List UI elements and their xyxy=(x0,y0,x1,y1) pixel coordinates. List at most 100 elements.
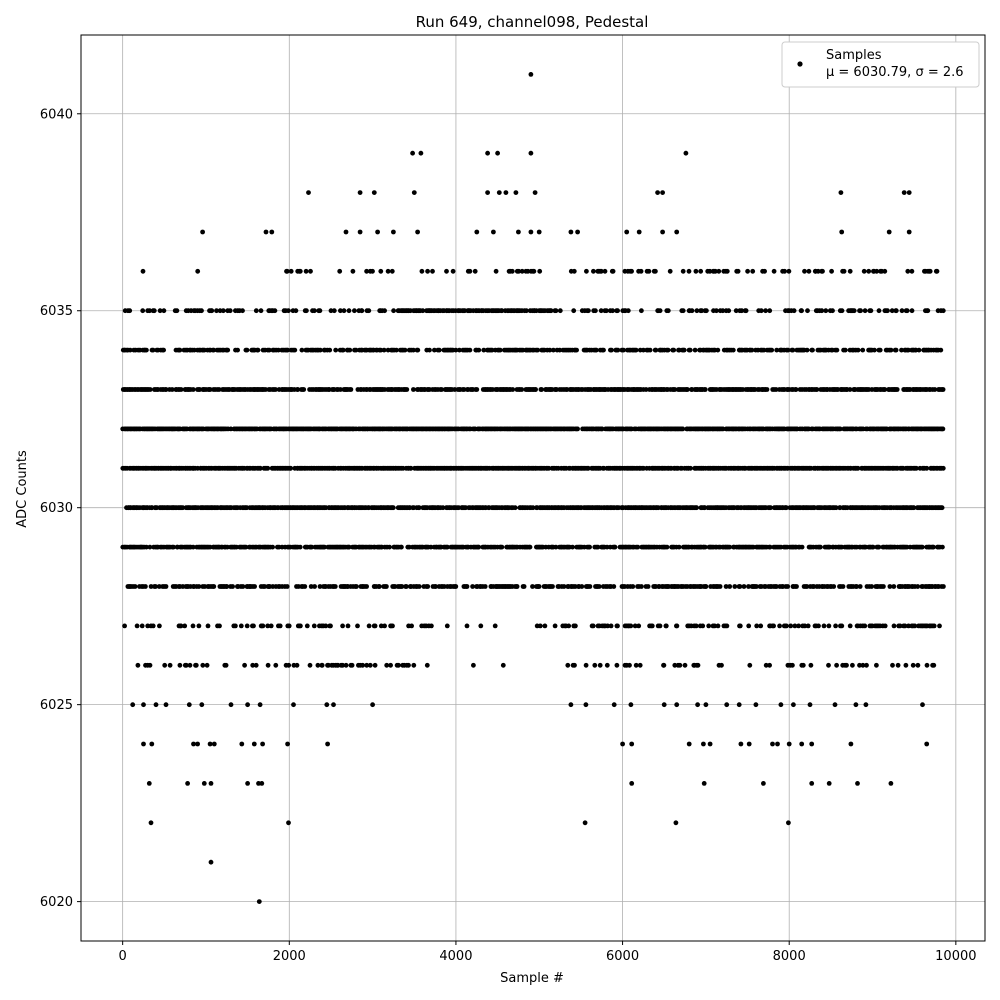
sample-point xyxy=(419,268,425,274)
sample-point xyxy=(657,623,663,629)
sample-point xyxy=(571,308,577,314)
sample-point xyxy=(805,308,810,314)
sample-point xyxy=(712,623,717,629)
sample-point xyxy=(816,623,821,629)
sample-point xyxy=(832,702,838,708)
sample-point xyxy=(647,347,653,353)
sample-point xyxy=(746,584,751,589)
sample-point xyxy=(208,859,214,865)
sample-point xyxy=(791,702,796,708)
sample-point xyxy=(542,623,548,629)
sample-point xyxy=(467,347,473,353)
sample-point xyxy=(799,308,804,314)
sample-point xyxy=(777,623,782,629)
sample-point xyxy=(680,426,686,432)
sample-point xyxy=(826,623,832,629)
sample-point xyxy=(474,387,480,392)
sample-point xyxy=(375,229,380,235)
x-tick-label: 2000 xyxy=(273,949,306,964)
sample-point xyxy=(370,702,375,708)
sample-point xyxy=(260,741,265,747)
sample-point xyxy=(332,584,338,589)
sample-point xyxy=(252,584,257,589)
sample-point xyxy=(478,623,484,629)
sample-point xyxy=(303,268,309,274)
sample-point xyxy=(302,584,308,589)
sample-point xyxy=(847,387,853,392)
sample-point xyxy=(163,387,169,392)
sample-point xyxy=(612,544,618,550)
sample-point xyxy=(940,426,946,432)
sample-point xyxy=(665,308,671,314)
sample-point xyxy=(637,662,643,668)
sample-point xyxy=(782,268,787,274)
sample-point xyxy=(255,347,261,353)
sample-point xyxy=(821,623,827,629)
sample-point xyxy=(738,741,744,747)
sample-point xyxy=(227,308,233,314)
sample-point xyxy=(493,268,499,274)
sample-point xyxy=(402,347,408,353)
sample-point xyxy=(178,623,184,629)
sample-point xyxy=(266,347,272,353)
sample-point xyxy=(799,544,805,550)
sample-point xyxy=(683,150,689,156)
sample-point xyxy=(240,308,245,314)
sample-point xyxy=(733,308,739,314)
sample-point xyxy=(430,268,435,274)
x-tick-label: 6000 xyxy=(606,949,639,964)
sample-point xyxy=(686,268,692,274)
y-tick-label: 6030 xyxy=(40,501,73,516)
sample-point xyxy=(627,662,632,668)
sample-point xyxy=(716,268,722,274)
sample-point xyxy=(934,268,940,274)
y-tick-label: 6035 xyxy=(40,304,73,319)
sample-point xyxy=(268,623,274,629)
sample-point xyxy=(819,308,825,314)
sample-point xyxy=(331,308,337,314)
sample-point xyxy=(611,702,617,708)
sample-point xyxy=(855,781,860,786)
sample-point xyxy=(633,662,639,668)
sample-point xyxy=(396,662,401,668)
sample-point xyxy=(476,544,482,550)
sample-point xyxy=(228,426,234,432)
sample-point xyxy=(706,623,712,629)
y-axis-ticks: 6020 6025 6030 6035 6040 xyxy=(40,107,81,910)
sample-point xyxy=(150,347,156,353)
sample-point xyxy=(746,741,752,747)
x-tick-label: 8000 xyxy=(773,949,806,964)
sample-point xyxy=(625,308,631,314)
sample-point xyxy=(681,347,687,353)
sample-point xyxy=(739,308,745,314)
sample-point xyxy=(225,347,231,353)
sample-point xyxy=(882,268,888,274)
sample-point xyxy=(389,268,395,274)
sample-point xyxy=(291,702,296,708)
sample-point xyxy=(924,662,930,668)
sample-point xyxy=(372,662,378,668)
sample-point xyxy=(893,347,899,353)
sample-point xyxy=(224,584,230,589)
sample-point xyxy=(620,741,625,747)
sample-point xyxy=(528,72,534,77)
sample-point xyxy=(355,623,360,629)
sample-point xyxy=(839,623,845,629)
sample-point xyxy=(633,347,639,353)
sample-point xyxy=(686,741,692,747)
sample-point xyxy=(788,623,794,629)
sample-point xyxy=(135,662,141,668)
sample-point xyxy=(579,584,585,589)
sample-point xyxy=(605,623,610,629)
sample-point xyxy=(528,150,534,156)
sample-point xyxy=(551,347,556,353)
sample-point xyxy=(251,623,256,629)
sample-point xyxy=(537,268,543,274)
sample-point xyxy=(565,662,571,668)
sample-point xyxy=(868,308,874,314)
sample-point xyxy=(391,308,396,314)
sample-point xyxy=(882,387,888,392)
chart-title: Run 649, channel098, Pedestal xyxy=(416,13,649,31)
sample-point xyxy=(476,347,482,353)
sample-point xyxy=(838,190,844,196)
